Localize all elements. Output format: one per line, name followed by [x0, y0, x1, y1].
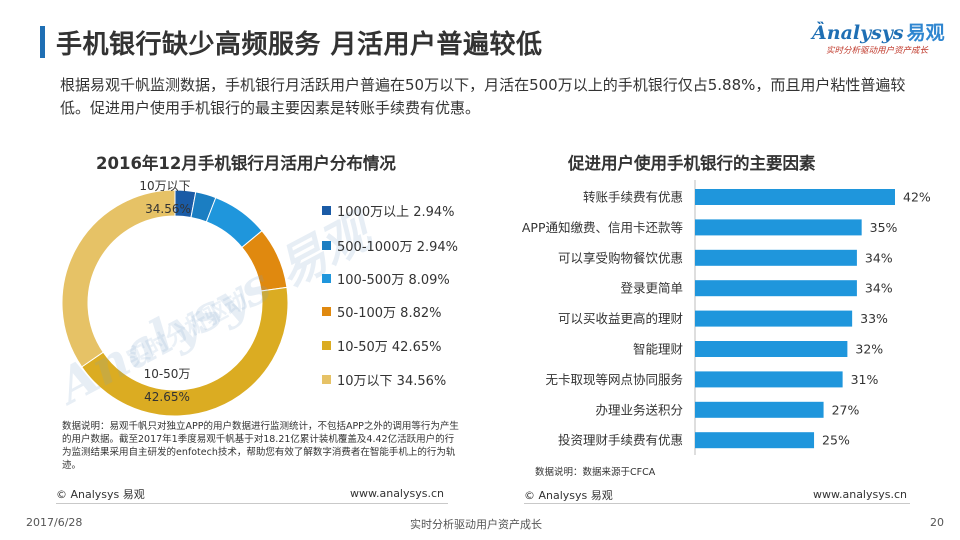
bar-5	[695, 310, 853, 327]
legend-label: 1000万以上 2.94%	[337, 204, 455, 220]
legend-item: 50-100万 8.82%	[322, 303, 442, 321]
right-footer-divider	[524, 503, 910, 504]
left-data-note: 数据说明：易观千帆只对独立APP的用户数据进行监测统计，不包括APP之外的调用等…	[62, 421, 459, 471]
right-footer-url: www.analysys.cn	[813, 488, 907, 501]
right-footer-copyright: © Analysys 易观	[524, 489, 613, 502]
left-footer-divider	[56, 503, 448, 504]
bar-6	[695, 341, 848, 357]
logo-slogan: 实时分析驱动用户资产成长	[826, 46, 929, 56]
analysys-logo: Ȁnalysys 易观 实时分析驱动用户资产成长	[812, 18, 952, 58]
left-footer-copyright: © Analysys 易观	[56, 488, 145, 501]
bar-category-label: 智能理财	[633, 342, 683, 357]
footer-date: 2017/6/28	[26, 516, 83, 529]
legend-item: 10万以下 34.56%	[322, 371, 447, 389]
title-accent-bar	[40, 26, 45, 58]
donut-slice-5	[81, 286, 289, 417]
legend-label: 500-1000万 2.94%	[337, 239, 459, 255]
bar-1	[695, 189, 895, 205]
bar-chart-title: 促进用户使用手机银行的主要因素	[568, 154, 816, 173]
donut-chart: 10万以下 34.56% 10-50万 42.65%	[61, 179, 289, 417]
page-number: 20	[930, 516, 944, 529]
logo-cn: 易观	[906, 22, 945, 44]
bar-value-label: 32%	[855, 342, 883, 357]
bar-value-label: 27%	[832, 402, 860, 417]
bar-category-label: APP通知缴费、信用卡还款等	[522, 220, 683, 235]
bar-3	[695, 249, 857, 266]
legend-swatch	[322, 273, 331, 283]
bar-chart: 转账手续费有优惠 42% APP通知缴费、信用卡还款等 35% 可以享受购物餐饮优惠 34…	[522, 180, 931, 455]
bar-value-label: 33%	[860, 311, 888, 326]
legend-swatch	[322, 240, 331, 250]
donut-slice-label-3: 10-50万	[144, 367, 191, 381]
legend-item: 10-50万 42.65%	[322, 337, 442, 355]
legend-item: 500-1000万 2.94%	[322, 237, 459, 255]
bar-value-label: 31%	[851, 372, 879, 387]
donut-slice-label-2: 34.56%	[145, 202, 191, 216]
legend-swatch	[322, 205, 331, 215]
legend-label: 10-50万 42.65%	[337, 339, 442, 355]
bar-value-label: 35%	[870, 220, 898, 235]
page-title: 手机银行缺少高频服务 月活用户普遍较低	[56, 30, 543, 60]
donut-slice-6	[61, 189, 176, 368]
legend-item: 1000万以上 2.94%	[322, 202, 455, 220]
bar-category-label: 无卡取现等网点协同服务	[545, 372, 683, 387]
donut-chart-title: 2016年12月手机银行月活用户分布情况	[96, 154, 396, 173]
bar-9	[695, 432, 815, 449]
logo-main-text: Ȁnalysys 易观	[812, 18, 945, 45]
legend-swatch	[322, 306, 331, 316]
description-text: 根据易观千帆监测数据，手机银行月活跃用户普遍在50万以下，月活在500万以上的手…	[60, 76, 906, 117]
bar-8	[695, 401, 824, 418]
donut-slice-label-4: 42.65%	[144, 390, 190, 404]
bar-category-label: 办理业务送积分	[595, 402, 683, 417]
bar-category-label: 登录更简单	[620, 281, 683, 296]
bar-category-label: 转账手续费有优惠	[583, 190, 683, 205]
logo-swirl-icon: Ȁ	[812, 22, 827, 44]
bar-7	[695, 371, 843, 388]
legend-label: 10万以下 34.56%	[337, 373, 447, 389]
right-data-note: 数据说明：数据来源于CFCA	[535, 467, 656, 478]
legend-item: 100-500万 8.09%	[322, 270, 450, 288]
legend-label: 100-500万 8.09%	[337, 272, 450, 288]
bar-value-label: 34%	[865, 250, 893, 265]
bar-2	[695, 219, 862, 236]
bar-4	[695, 280, 857, 297]
bar-value-label: 42%	[903, 190, 931, 205]
footer-slogan: 实时分析驱动用户资产成长	[410, 518, 542, 531]
bar-category-label: 可以买收益更高的理财	[558, 311, 683, 326]
logo-word: nalysys	[826, 22, 904, 44]
legend-swatch	[322, 374, 331, 384]
bar-category-label: 投资理财手续费有优惠	[558, 433, 683, 448]
bar-value-label: 25%	[822, 433, 850, 448]
bar-value-label: 34%	[865, 281, 893, 296]
left-footer-url: www.analysys.cn	[350, 487, 444, 500]
donut-slice-label-1: 10万以下	[139, 179, 190, 193]
bar-category-label: 可以享受购物餐饮优惠	[558, 250, 683, 265]
legend-swatch	[322, 340, 331, 350]
legend-label: 50-100万 8.82%	[337, 305, 442, 321]
